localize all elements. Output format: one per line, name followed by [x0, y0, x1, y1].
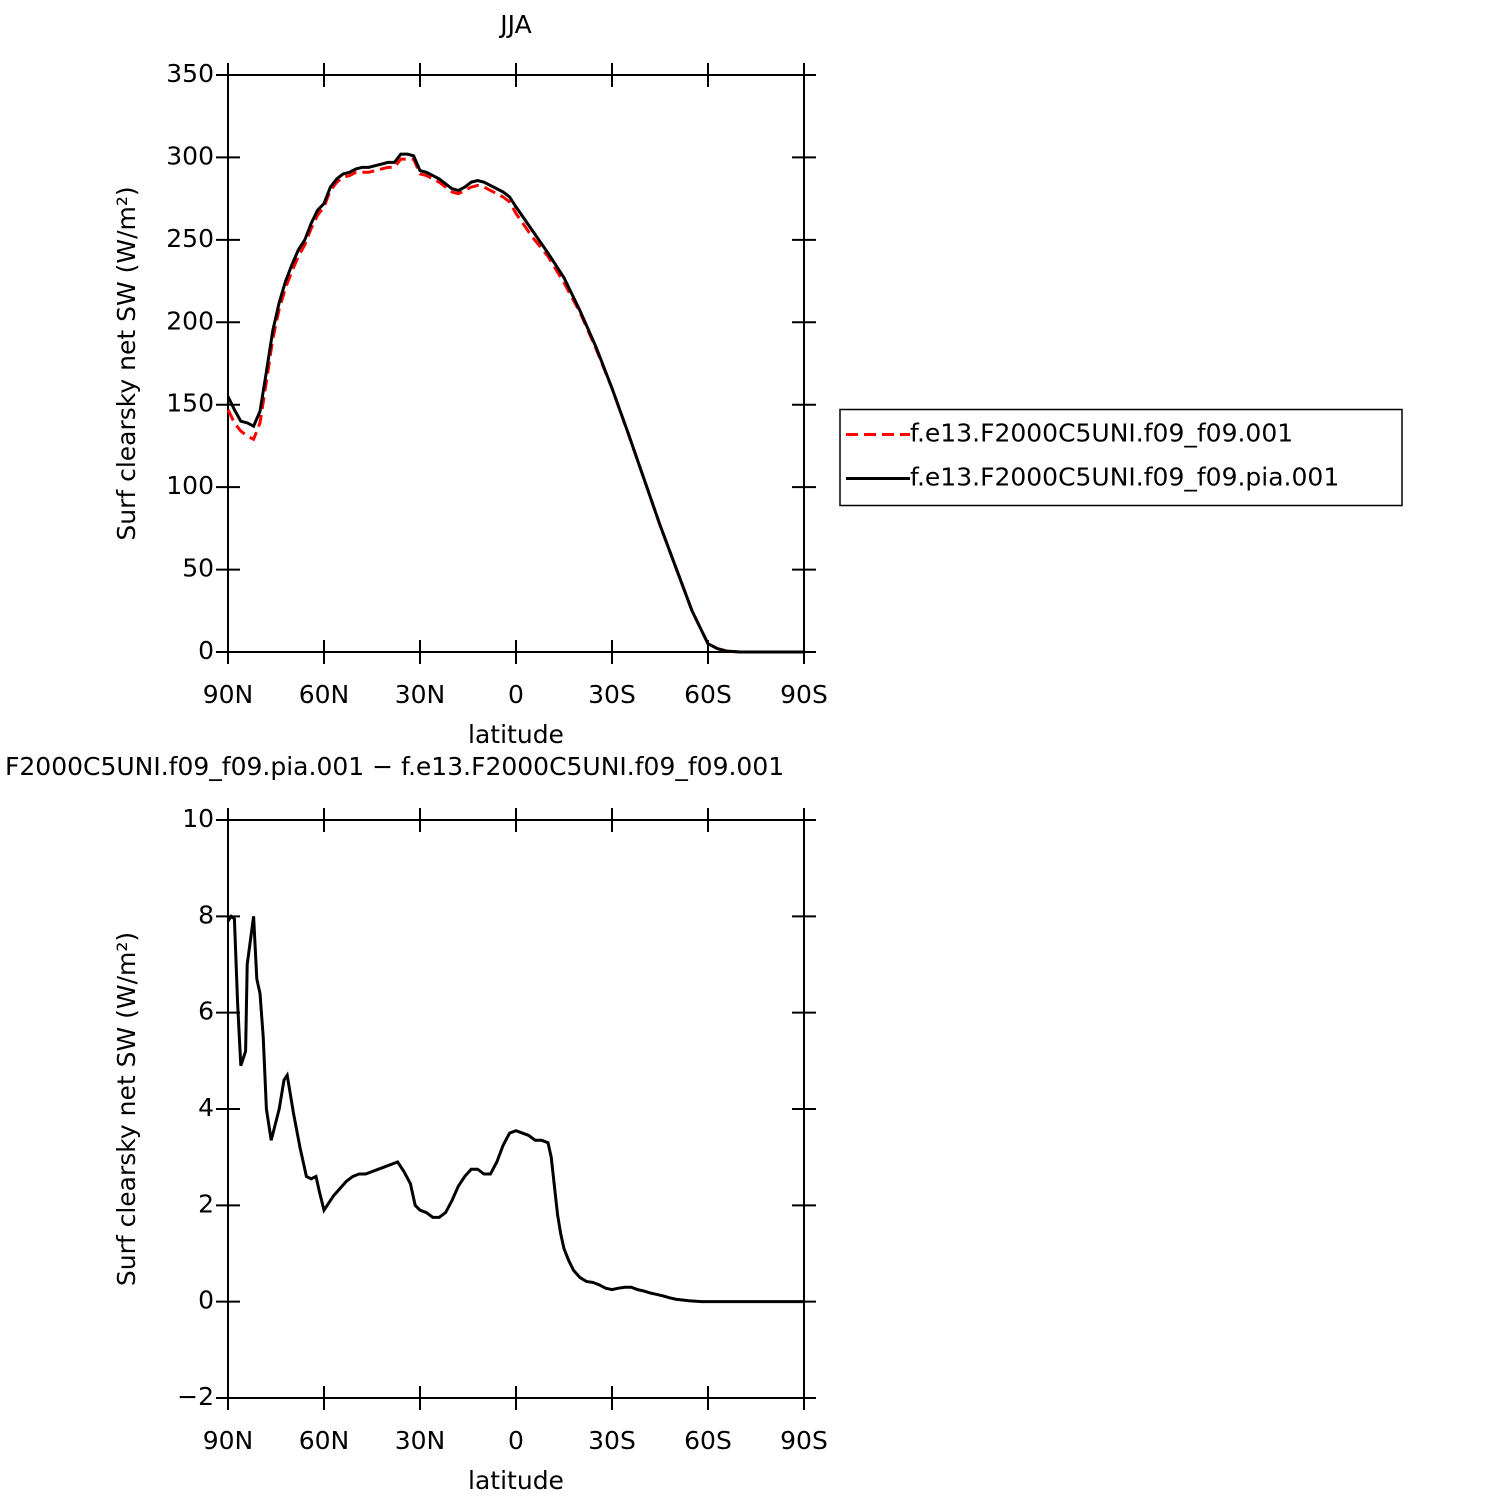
y-tick-label: 2: [198, 1189, 214, 1218]
y-tick-label: 300: [166, 141, 214, 170]
x-tick-label: 90N: [203, 680, 254, 709]
legend-label: f.e13.F2000C5UNI.f09_f09.001: [910, 419, 1293, 448]
y-tick-label: 100: [166, 471, 214, 500]
y-tick-label: 8: [198, 900, 214, 929]
y-tick-label: 350: [166, 59, 214, 88]
x-axis-label: latitude: [468, 1466, 564, 1495]
series-line: [226, 157, 804, 654]
series-line: [226, 152, 804, 654]
y-tick-label: −2: [177, 1382, 214, 1411]
x-tick-label: 90S: [780, 1426, 828, 1455]
x-tick-label: 30S: [588, 1426, 636, 1455]
series-line: [226, 914, 804, 1304]
x-tick-label: 60S: [684, 1426, 732, 1455]
plot-frame: [227, 74, 805, 653]
plot-frame: [227, 819, 805, 1399]
y-tick-label: 250: [166, 224, 214, 253]
x-tick-label: 30S: [588, 680, 636, 709]
y-tick-label: 6: [198, 997, 214, 1026]
y-tick-label: 10: [182, 804, 214, 833]
x-tick-label: 90S: [780, 680, 828, 709]
y-tick-label: 50: [182, 554, 214, 583]
x-tick-label: 90N: [203, 1426, 254, 1455]
chart-title: F2000C5UNI.f09_f09.pia.001 − f.e13.F2000…: [5, 752, 784, 781]
y-axis-label: Surf clearsky net SW (W/m²): [112, 186, 141, 540]
legend-label: f.e13.F2000C5UNI.f09_f09.pia.001: [910, 463, 1339, 492]
x-tick-label: 30N: [395, 1426, 446, 1455]
x-tick-label: 60S: [684, 680, 732, 709]
y-tick-label: 200: [166, 306, 214, 335]
y-tick-label: 0: [198, 1286, 214, 1315]
chart-title: JJA: [498, 10, 531, 39]
y-tick-label: 4: [198, 1093, 214, 1122]
y-tick-label: 150: [166, 389, 214, 418]
y-tick-label: 0: [198, 636, 214, 665]
legend-box: [839, 408, 1403, 507]
x-tick-label: 60N: [299, 1426, 350, 1455]
x-tick-label: 30N: [395, 680, 446, 709]
x-tick-label: 60N: [299, 680, 350, 709]
x-tick-label: 0: [508, 1426, 524, 1455]
y-axis-label: Surf clearsky net SW (W/m²): [112, 932, 141, 1286]
x-tick-label: 0: [508, 680, 524, 709]
x-axis-label: latitude: [468, 720, 564, 749]
